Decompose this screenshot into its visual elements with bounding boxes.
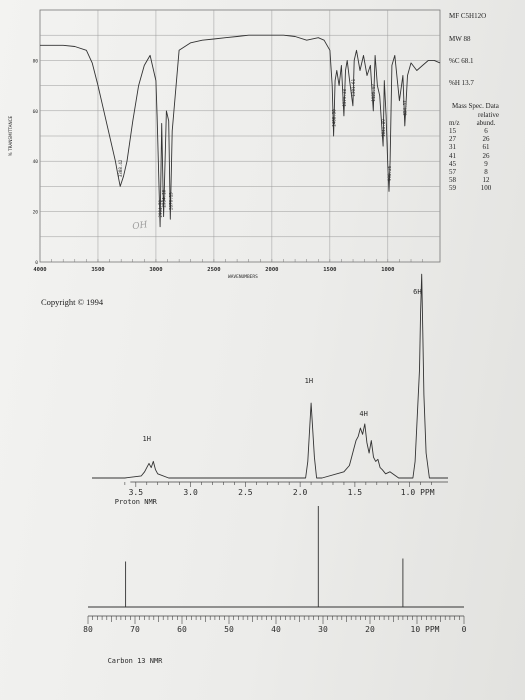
ir-peak-label: 990.26 xyxy=(387,165,392,181)
proton-nmr-tick-label: 2.5 xyxy=(238,488,253,497)
proton-nmr-integral-label: 4H xyxy=(359,410,367,418)
mass-spec-abundance: 8 xyxy=(484,168,488,176)
proton-nmr-tick-label: 1.5 xyxy=(348,488,363,497)
ir-x-tick-label: 1000 xyxy=(381,267,394,273)
ir-peak-label: 2934.10 xyxy=(162,189,167,207)
mass-spec-row: 41 26 xyxy=(449,152,501,160)
mass-spec-abundance: 26 xyxy=(482,135,490,144)
ir-peak-label: 1125.97 xyxy=(371,84,376,102)
ir-y-tick-label: 0 xyxy=(35,260,38,266)
mass-spec-col-sub: relative xyxy=(478,111,499,119)
proton-nmr-integral-label: 6H xyxy=(413,288,421,296)
ir-y-tick-label: 60 xyxy=(33,109,39,115)
ir-x-tick-label: 4000 xyxy=(33,267,46,273)
ir-peak-label: 1041.89 xyxy=(381,119,386,137)
ir-y-tick-label: 80 xyxy=(33,58,39,64)
proton-nmr-integral-label: 1H xyxy=(305,377,313,385)
proton-nmr-tick-label: 2.0 xyxy=(293,488,308,497)
mass-spec-col-abund: abund. xyxy=(476,119,496,127)
ir-handwritten-oh: OH xyxy=(132,220,149,232)
percent-hydrogen: %H 13.7 xyxy=(449,79,474,87)
proton-nmr-axis-label: Proton NMR xyxy=(115,498,158,506)
proton-nmr-trace xyxy=(92,273,448,479)
carbon-nmr-tick-label: 60 xyxy=(177,625,187,634)
ir-y-tick-label: 20 xyxy=(33,210,39,216)
carbon-nmr-tick-label: 20 xyxy=(365,625,375,634)
mass-spec-mz: 31 xyxy=(449,143,456,152)
ir-peak-label: 854.57 xyxy=(403,100,408,116)
proton-nmr-spectrum: 3.5 3.0 2.5 2.0 1.5 1.0 PPM Proton NMR 1H 1H 4H 6H xyxy=(92,273,448,506)
mass-spec-abundance: 100 xyxy=(480,184,492,193)
carbon13-nmr-spectrum: 80 70 60 50 40 30 20 10 PPM 0 Carbon 13 NMR xyxy=(83,506,467,665)
ir-transmittance-trace xyxy=(40,34,441,228)
mass-spec-row: 58 12 xyxy=(449,176,501,184)
carbon-nmr-trace xyxy=(88,506,464,608)
ir-x-tick-label: 1500 xyxy=(323,267,336,273)
proton-nmr-integral-label: 1H xyxy=(143,435,151,443)
mass-spec-title: Mass Spec. Data xyxy=(452,102,499,110)
ir-peak-label: 1379.38 xyxy=(342,89,347,107)
carbon-nmr-tick-label: 0 xyxy=(462,625,467,634)
mass-spec-row: 27 26 xyxy=(449,135,501,143)
molecular-formula: MF C5H12O xyxy=(449,12,487,20)
mass-spec-mz: 15 xyxy=(449,127,456,135)
mass-spec-mz: 58 xyxy=(449,176,456,185)
ir-peak-label: 2876.13 xyxy=(168,192,173,210)
molecular-weight: MW 88 xyxy=(449,35,471,43)
mass-spec-mz: 45 xyxy=(449,159,456,168)
mass-spec-row: 59 100 xyxy=(449,184,501,192)
ir-y-axis-label: % TRANSMITTANCE xyxy=(8,115,13,156)
ir-y-tick-label: 40 xyxy=(33,159,39,165)
carbon-nmr-tick-label: 80 xyxy=(83,625,93,634)
mass-spec-mz: 57 xyxy=(449,168,456,176)
mass-spec-row: 31 61 xyxy=(449,143,501,151)
mass-spec-abundance: 9 xyxy=(484,159,488,168)
mass-spec-row: 15 6 xyxy=(449,127,501,135)
copyright-notice: Copyright © 1994 xyxy=(41,297,104,307)
mass-spec-abundance: 61 xyxy=(482,143,490,152)
percent-carbon: %C 68.1 xyxy=(449,57,474,65)
carbon-nmr-axis-label: Carbon 13 NMR xyxy=(108,657,164,665)
mass-spec-abundance: 26 xyxy=(482,151,490,160)
proton-nmr-tick-label: 3.5 xyxy=(129,488,144,497)
ir-peak-label: 1468.30 xyxy=(332,109,337,127)
mass-spec-row: 45 9 xyxy=(449,160,501,168)
ir-peak-label: 3308.42 xyxy=(118,159,123,177)
carbon-nmr-tick-label: 40 xyxy=(271,625,281,634)
carbon-nmr-tick-label: 50 xyxy=(224,625,234,634)
ir-x-tick-label: 3500 xyxy=(91,267,104,273)
ir-spectrum: 4000 3500 3000 2500 2000 1500 1000 80 60 40 20 0 WAV… xyxy=(8,9,441,280)
mass-spec-row: 57 8 xyxy=(449,168,501,176)
ir-x-tick-label: 2500 xyxy=(207,267,220,273)
mass-spec-abundance: 6 xyxy=(484,127,488,135)
mass-spec-mz: 27 xyxy=(449,135,456,144)
mass-spec-mz: 41 xyxy=(449,151,456,160)
ir-peak-label: 1301.61 xyxy=(351,78,356,96)
ir-x-axis-label: WAVENUMBERS xyxy=(228,274,258,280)
carbon-nmr-tick-label: 70 xyxy=(130,625,140,634)
ir-peak-label: 2964.72 xyxy=(158,199,163,217)
proton-nmr-tick-label: 1.0 PPM xyxy=(401,488,435,497)
proton-nmr-tick-label: 3.0 xyxy=(183,488,198,497)
carbon-nmr-tick-label: 30 xyxy=(318,625,328,634)
mass-spec-abundance: 12 xyxy=(482,176,490,185)
mass-spec-mz: 59 xyxy=(449,184,456,193)
mass-spec-header: m/z abund. xyxy=(449,119,501,127)
mass-spec-col-mz: m/z xyxy=(449,119,460,127)
ir-x-tick-label: 2000 xyxy=(265,267,278,273)
ir-x-tick-label: 3000 xyxy=(149,267,162,273)
carbon-nmr-tick-label: 10 PPM xyxy=(411,625,440,634)
